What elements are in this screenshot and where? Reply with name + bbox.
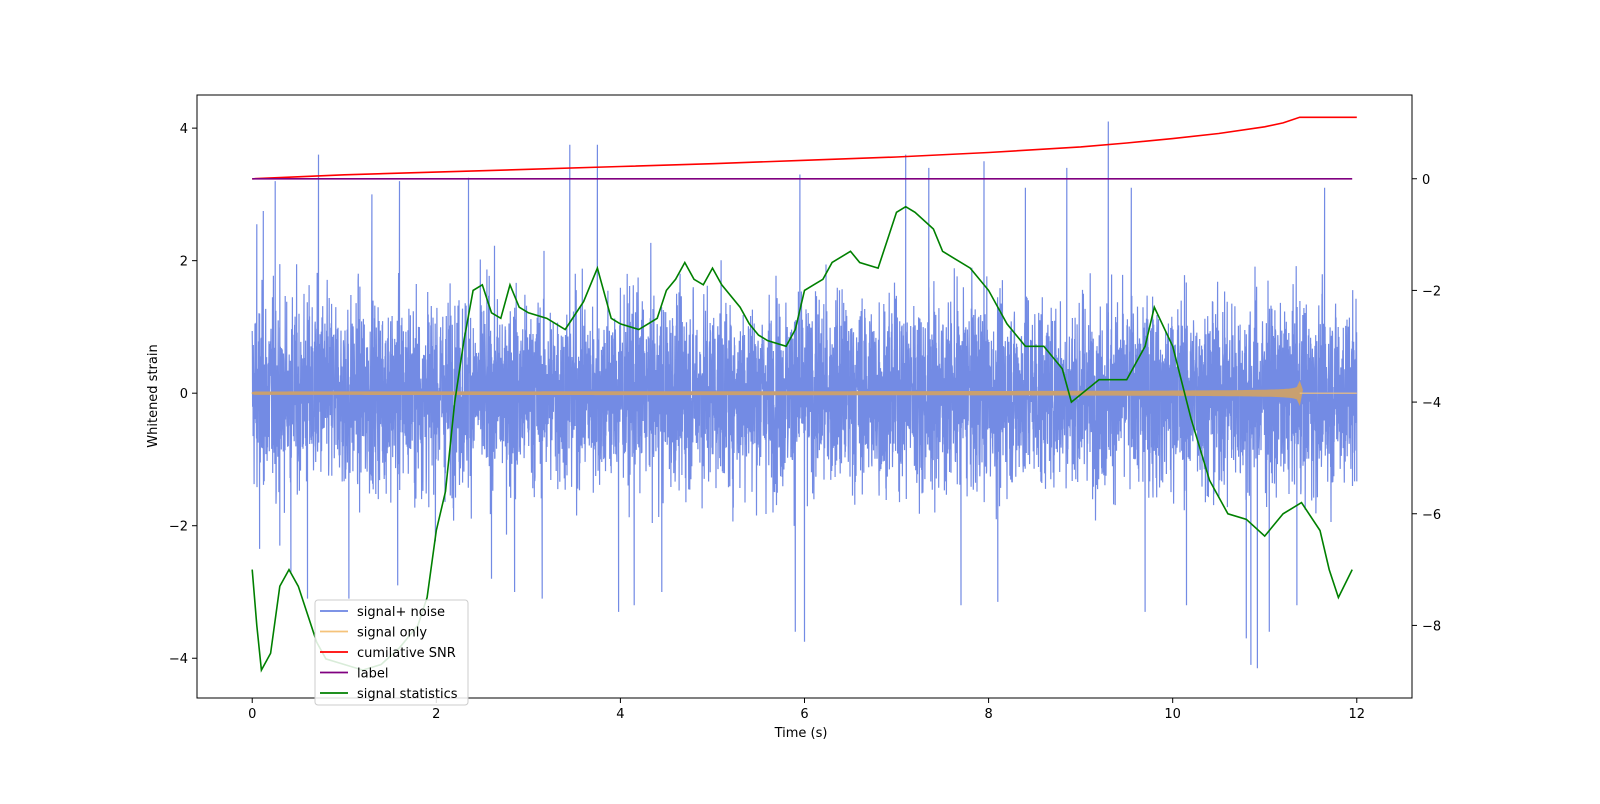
legend-label: signal statistics bbox=[357, 687, 458, 702]
series-signal-noise-line bbox=[251, 121, 1358, 669]
x-tick-label: 2 bbox=[432, 707, 440, 722]
x-tick-label: 8 bbox=[984, 707, 992, 722]
y-axis-label: Whitened strain bbox=[146, 344, 161, 447]
x-tick-label: 12 bbox=[1348, 707, 1365, 722]
y2-tick-label: −2 bbox=[1422, 284, 1441, 299]
x-axis-label: Time (s) bbox=[774, 726, 828, 741]
x-tick-label: 0 bbox=[248, 707, 256, 722]
legend-label: signal only bbox=[357, 626, 427, 641]
legend-label: cumilative SNR bbox=[357, 646, 456, 661]
y-tick-label: −2 bbox=[169, 520, 188, 535]
legend-label: label bbox=[357, 667, 388, 682]
series-layer bbox=[251, 116, 1358, 673]
y2-axis-ticks: −8 −6 −4 −2 0 bbox=[1412, 173, 1441, 634]
series-signal-only-band bbox=[251, 380, 1303, 406]
legend-label: signal+ noise bbox=[357, 605, 445, 620]
y-tick-label: 0 bbox=[180, 387, 188, 402]
y-tick-label: −4 bbox=[169, 652, 188, 667]
series-cumilative-snr-line bbox=[252, 116, 1357, 180]
x-tick-label: 6 bbox=[800, 707, 808, 722]
legend: signal+ noise signal only cumilative SNR la… bbox=[314, 599, 469, 706]
y2-tick-label: −8 bbox=[1422, 619, 1441, 634]
y-tick-label: 4 bbox=[180, 122, 188, 137]
y-axis-ticks: −4 −2 0 2 4 bbox=[169, 122, 197, 667]
x-tick-label: 4 bbox=[616, 707, 624, 722]
y2-tick-label: −6 bbox=[1422, 508, 1441, 523]
y2-tick-label: 0 bbox=[1422, 173, 1430, 188]
y-tick-label: 2 bbox=[180, 255, 188, 270]
legend-frame bbox=[314, 599, 469, 706]
y2-tick-label: −4 bbox=[1422, 396, 1441, 411]
x-tick-label: 10 bbox=[1164, 707, 1181, 722]
x-axis-ticks: 0 2 4 6 8 10 12 bbox=[248, 698, 1365, 722]
